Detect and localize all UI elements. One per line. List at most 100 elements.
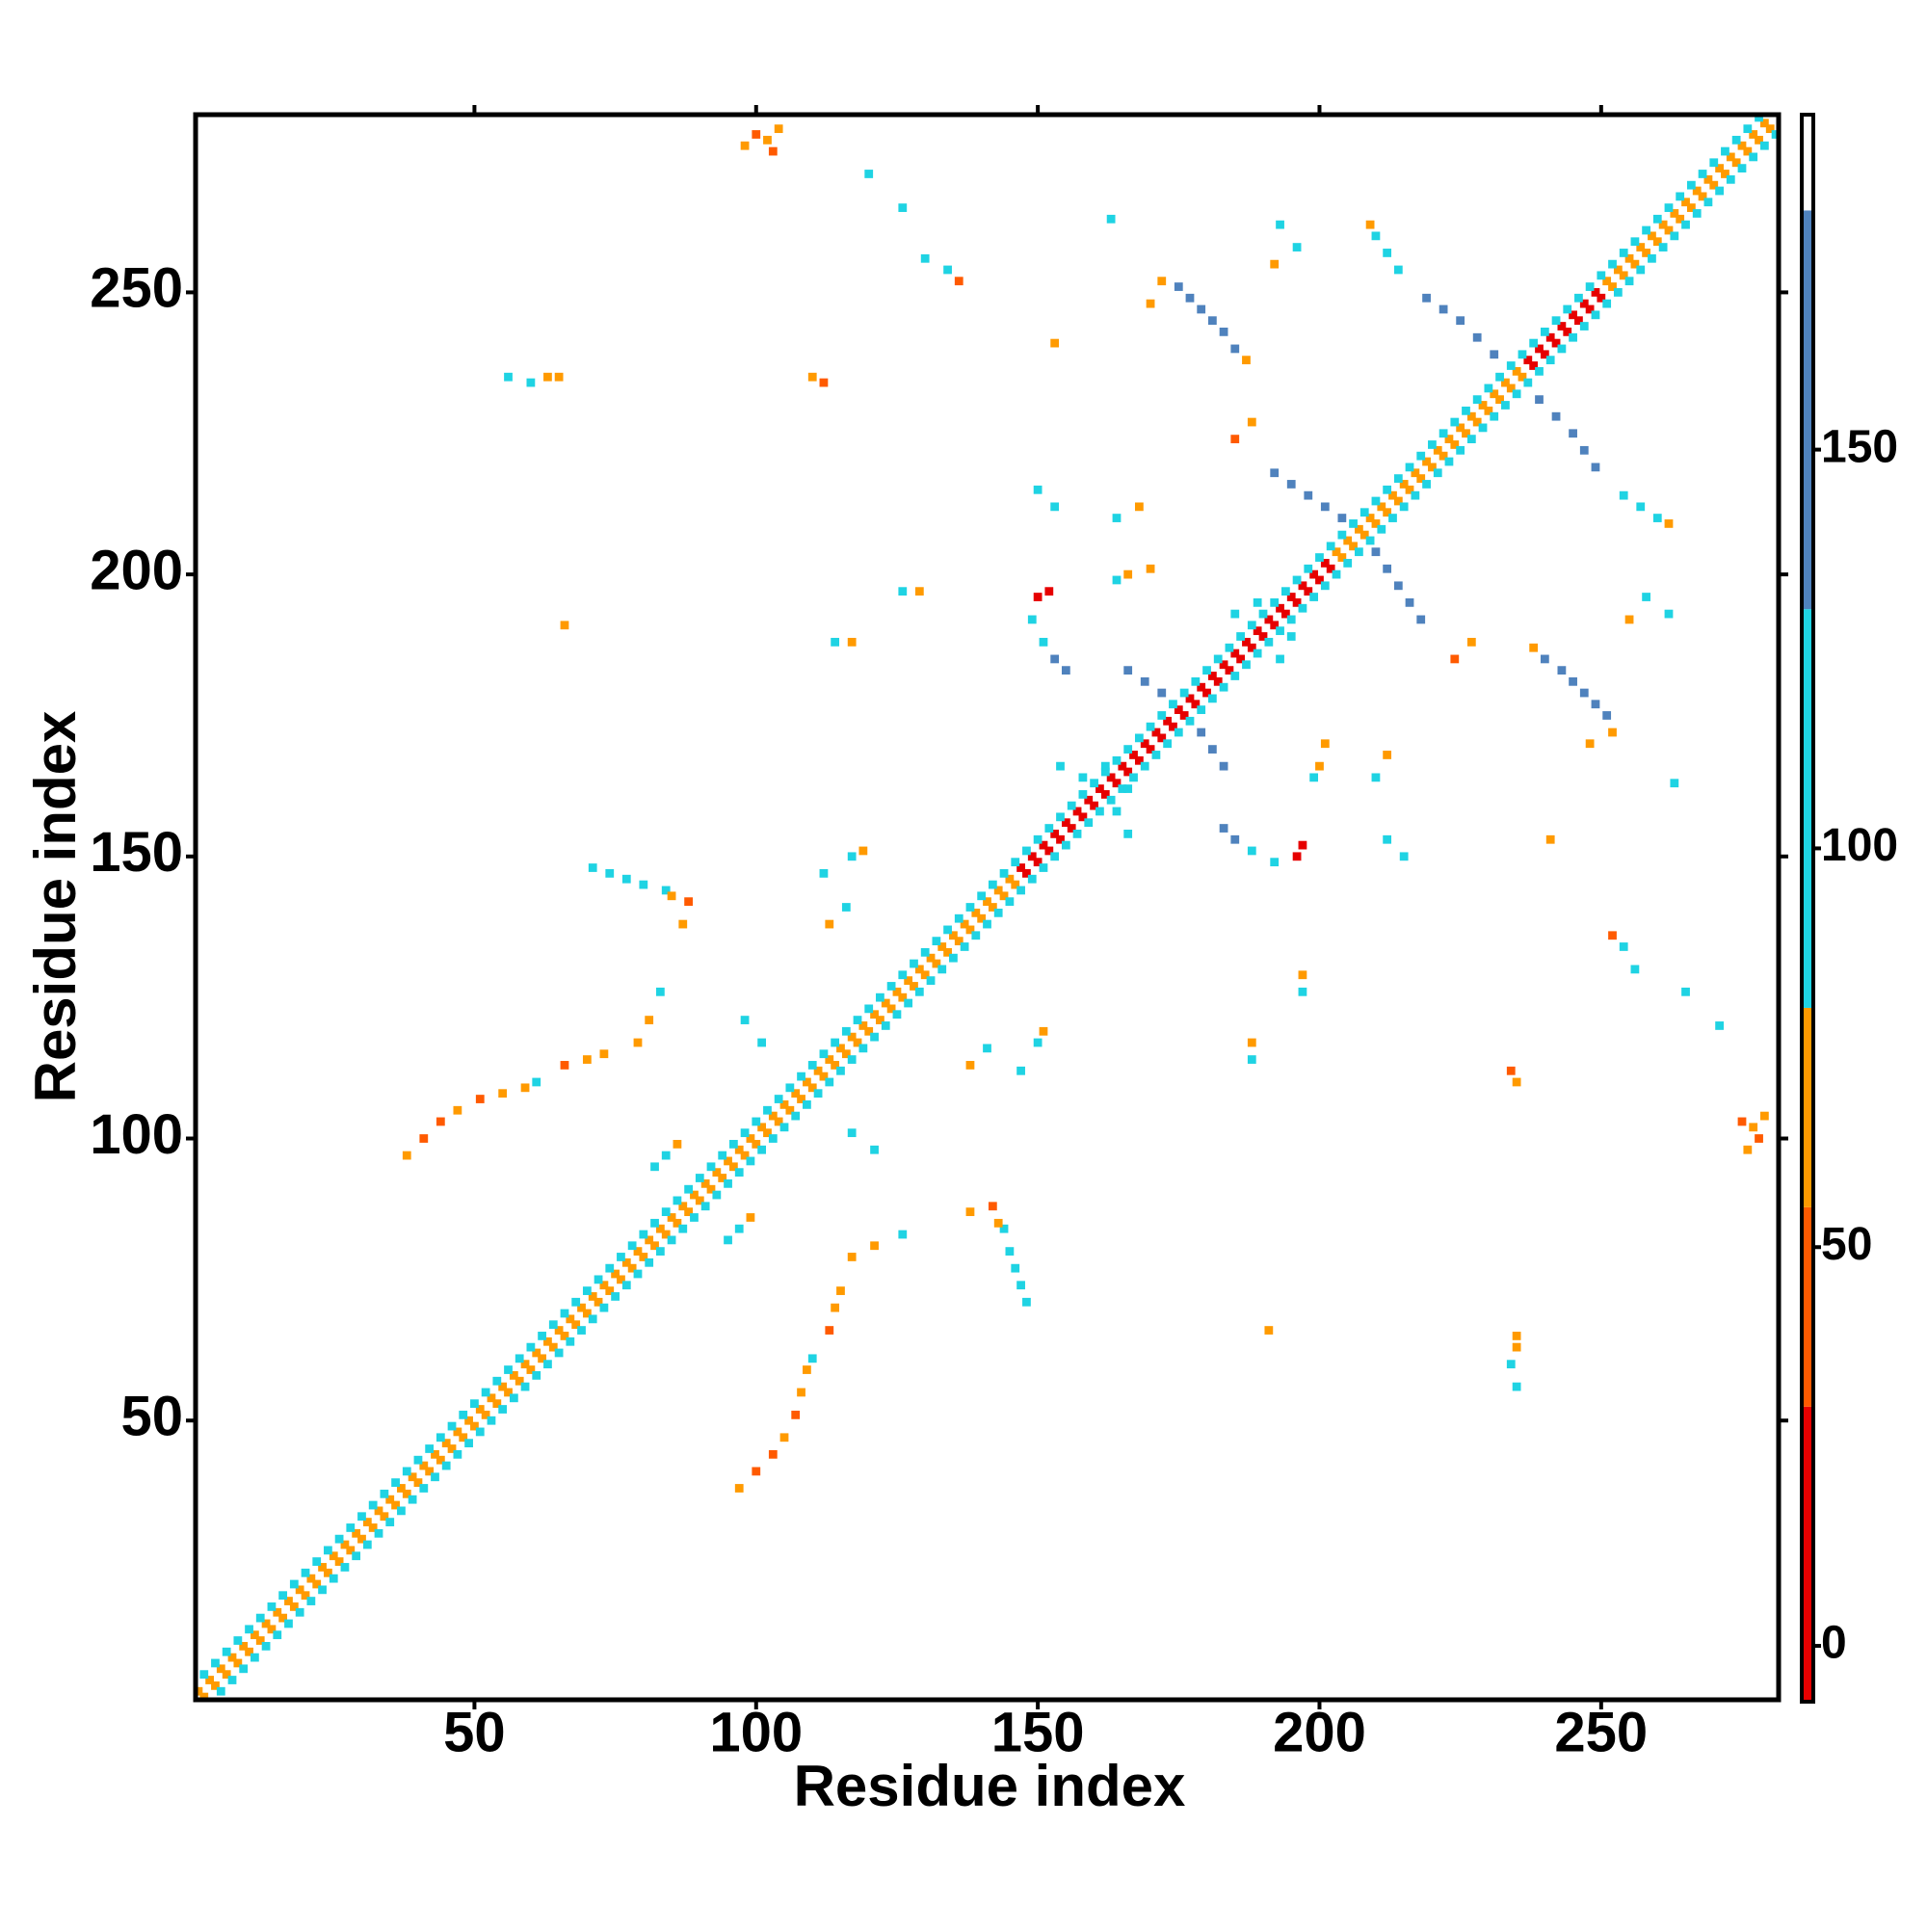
heatmap-cell (1044, 846, 1054, 856)
heatmap-cell (504, 372, 513, 382)
heatmap-cell (898, 587, 908, 596)
heatmap-cell (515, 1354, 524, 1363)
heatmap-cell (566, 1337, 575, 1346)
heatmap-cell (1652, 514, 1662, 522)
heatmap-cell (1579, 299, 1589, 308)
heatmap-cell (1557, 666, 1567, 675)
heatmap-cell (617, 1275, 625, 1284)
heatmap-cell (1692, 186, 1702, 196)
plot-frame (193, 112, 1782, 1703)
heatmap-cell (1393, 474, 1403, 483)
heatmap-cell (1608, 282, 1617, 291)
heatmap-cell (498, 1382, 508, 1391)
heatmap-cell (825, 1055, 834, 1064)
heatmap-cell (881, 1021, 890, 1030)
heatmap-cell (1304, 564, 1313, 573)
heatmap-cell (1078, 790, 1088, 799)
heatmap-cell (841, 903, 851, 912)
colorbar: 0 50 100 150 (1800, 113, 1898, 1704)
heatmap-cell (481, 1388, 490, 1397)
heatmap-cell (1146, 564, 1155, 573)
heatmap-cell (1197, 304, 1206, 314)
heatmap-cell (1574, 316, 1583, 326)
heatmap-cell (413, 1478, 423, 1488)
heatmap-cell (436, 1455, 445, 1465)
heatmap-cell (1270, 597, 1280, 607)
heatmap-cell (402, 1489, 411, 1498)
heatmap-cell (532, 1371, 541, 1380)
heatmap-cell (1298, 970, 1307, 980)
heatmap-cell (255, 1613, 265, 1623)
heatmap-cell (402, 1151, 411, 1160)
heatmap-cell (1174, 728, 1183, 737)
heatmap-cell (949, 931, 958, 940)
heatmap-cell (1264, 1326, 1274, 1335)
heatmap-cell (768, 146, 778, 156)
heatmap-cell (1540, 327, 1549, 336)
heatmap-cell (312, 1579, 322, 1589)
heatmap-cell (492, 1399, 502, 1409)
heatmap-cell (977, 913, 987, 923)
heatmap-cell (1207, 316, 1217, 326)
heatmap-cell (965, 925, 975, 935)
heatmap-cell (1011, 1263, 1020, 1273)
heatmap-cell (1039, 840, 1048, 850)
heatmap-cell (1393, 581, 1403, 591)
heatmap-cell (1332, 569, 1341, 579)
heatmap-cell (757, 1123, 767, 1132)
heatmap-cell (645, 1235, 654, 1245)
heatmap-cell (1219, 824, 1228, 833)
heatmap-cell (1591, 310, 1600, 320)
heatmap-cell (487, 1393, 496, 1403)
heatmap-cell (1648, 231, 1656, 241)
heatmap-cell (892, 1010, 902, 1019)
heatmap-cell (1466, 637, 1476, 647)
heatmap-cell (621, 1257, 631, 1267)
heatmap-cell (1253, 597, 1262, 607)
heatmap-cell (1686, 203, 1696, 212)
heatmap-cell (667, 1213, 676, 1222)
heatmap-cell (993, 886, 1003, 895)
heatmap-cell (1016, 863, 1025, 872)
heatmap-cell (914, 587, 924, 596)
heatmap-cell (803, 1100, 811, 1109)
heatmap-cell (1140, 761, 1149, 771)
heatmap-cell (1039, 637, 1048, 647)
heatmap-cell (1506, 361, 1516, 370)
heatmap-cell (588, 1314, 597, 1324)
heatmap-cell (588, 863, 597, 872)
heatmap-cell (768, 1134, 778, 1143)
heatmap-cell (1112, 755, 1122, 765)
heatmap-cell (1343, 559, 1353, 568)
heatmap-cell (560, 1061, 569, 1070)
heatmap-cell (1033, 834, 1043, 844)
heatmap-cell (1169, 722, 1177, 731)
x-tick-label: 200 (1273, 1701, 1366, 1763)
heatmap-cell (1433, 468, 1442, 478)
heatmap-cell (1174, 282, 1183, 291)
heatmap-cell (977, 891, 987, 901)
heatmap-cell (661, 1207, 671, 1217)
heatmap-cell (447, 1444, 457, 1453)
heatmap-cell (459, 1410, 468, 1419)
heatmap-cell (746, 1134, 755, 1143)
heatmap-cell (1056, 834, 1065, 844)
heatmap-cell (768, 1449, 778, 1459)
heatmap-cell (1106, 214, 1116, 224)
heatmap-cell (548, 1320, 558, 1330)
heatmap-cell (1428, 463, 1437, 472)
heatmap-cell (1613, 265, 1623, 275)
heatmap-cell (1450, 654, 1460, 664)
heatmap-cell (526, 378, 536, 387)
heatmap-cell (1067, 801, 1076, 810)
heatmap-cell (684, 897, 693, 907)
heatmap-cell (1416, 474, 1426, 483)
heatmap-cell (1472, 332, 1482, 342)
heatmap-cell (1383, 249, 1392, 257)
heatmap-cell (329, 1551, 338, 1561)
heatmap-cell (627, 1241, 637, 1251)
heatmap-cell (1737, 164, 1747, 172)
heatmap-cell (1698, 170, 1707, 178)
heatmap-cell (1179, 688, 1189, 698)
